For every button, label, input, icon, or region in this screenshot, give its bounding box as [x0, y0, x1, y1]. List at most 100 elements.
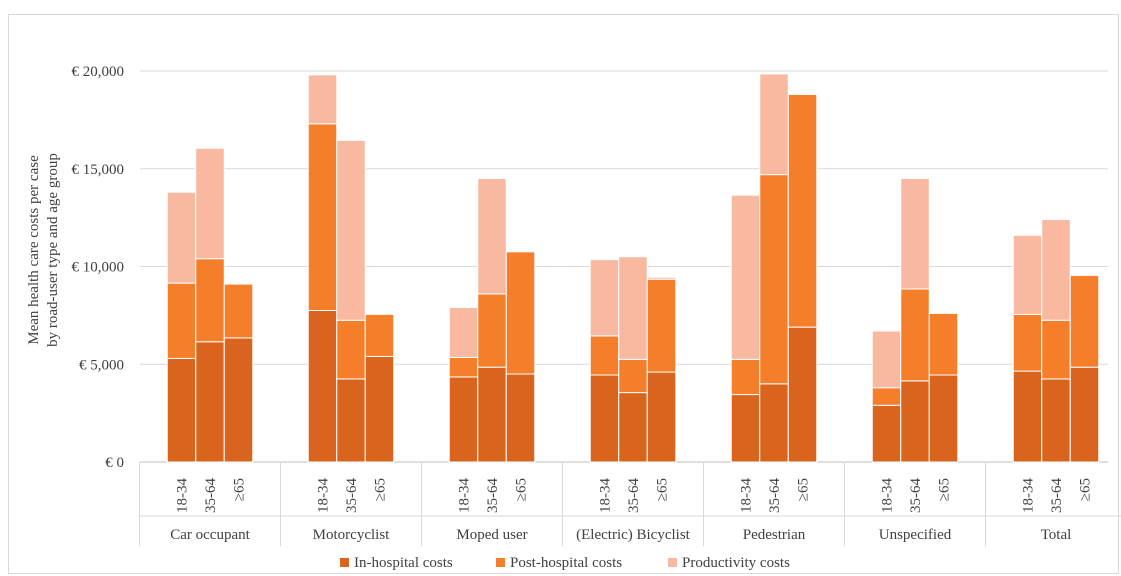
bar-segment-productivity-costs	[195, 147, 225, 260]
bar-segment-post-hospital-costs	[477, 293, 507, 368]
age-tick-label: 35-64	[767, 478, 783, 513]
group-label: Moped user	[456, 527, 527, 543]
age-tick-label: 35-64	[485, 478, 501, 513]
group-label: Total	[1041, 527, 1072, 543]
age-tick-label: ≥65	[514, 478, 530, 501]
y-tick-label: € 5,000	[79, 357, 124, 373]
bar-segment-in-hospital-costs	[364, 355, 395, 463]
legend-swatch	[496, 558, 505, 567]
bar-segment-in-hospital-costs	[195, 341, 225, 463]
age-tick-label: ≥65	[937, 478, 953, 501]
age-tick-label: 35-64	[1049, 478, 1065, 513]
bar-segment-productivity-costs	[448, 307, 479, 358]
bar-segment-post-hospital-costs	[166, 282, 197, 359]
bar-segment-in-hospital-costs	[477, 366, 507, 463]
bar-segment-in-hospital-costs	[871, 404, 902, 463]
bar-segment-post-hospital-costs	[589, 335, 620, 376]
bar-segment-in-hospital-costs	[336, 378, 366, 463]
age-tick-label: ≥65	[1078, 478, 1094, 501]
bar-segment-productivity-costs	[477, 178, 507, 295]
bar-segment-productivity-costs	[871, 330, 902, 389]
bar-segment-post-hospital-costs	[871, 387, 902, 406]
bar-segment-in-hospital-costs	[759, 383, 789, 463]
bar-segment-in-hospital-costs	[223, 337, 254, 463]
age-tick-label: 18-34	[598, 478, 614, 513]
group-label: Unspecified	[879, 527, 952, 543]
age-tick-label: 18-34	[316, 478, 332, 513]
age-tick-label: 35-64	[908, 478, 924, 513]
bar-segment-post-hospital-costs	[646, 278, 677, 373]
bar-segment-post-hospital-costs	[787, 93, 818, 328]
bar-segment-post-hospital-costs	[448, 356, 479, 378]
bar-segment-in-hospital-costs	[1041, 378, 1071, 463]
age-tick-label: 18-34	[175, 478, 191, 513]
y-axis-title: by road-user type and age group	[45, 153, 61, 347]
bar-segment-in-hospital-costs	[307, 309, 338, 463]
bar-segment-in-hospital-costs	[589, 374, 620, 463]
bar-segment-post-hospital-costs	[307, 123, 338, 311]
group-label: Pedestrian	[743, 527, 806, 543]
bar-segment-in-hospital-costs	[618, 392, 648, 463]
bar-segment-in-hospital-costs	[900, 380, 930, 463]
age-tick-label: 18-34	[739, 478, 755, 513]
bar-segment-productivity-costs	[336, 139, 366, 321]
age-tick-label: 35-64	[344, 478, 360, 513]
y-tick-label: € 20,000	[72, 64, 125, 80]
bar-segment-post-hospital-costs	[1012, 313, 1043, 372]
bar-segment-productivity-costs	[1041, 219, 1071, 321]
legend-label: Productivity costs	[682, 555, 790, 571]
bar-segment-post-hospital-costs	[730, 358, 761, 396]
y-tick-label: € 10,000	[72, 260, 125, 276]
legend-swatch	[668, 558, 677, 567]
group-label: Car occupant	[170, 527, 250, 543]
y-tick-label: € 15,000	[72, 162, 125, 178]
bar-segment-productivity-costs	[646, 276, 677, 280]
bar-segment-productivity-costs	[730, 194, 761, 360]
bar-segment-post-hospital-costs	[900, 288, 930, 382]
bar-segment-post-hospital-costs	[505, 251, 536, 375]
group-label: (Electric) Bicyclist	[576, 527, 691, 543]
bar-segment-post-hospital-costs	[364, 313, 395, 357]
y-tick-label: € 0	[105, 455, 124, 471]
bar-segment-in-hospital-costs	[730, 394, 761, 463]
bar-segment-in-hospital-costs	[1069, 366, 1100, 463]
y-axis-title: Mean health care costs per case	[26, 155, 42, 345]
bar-segment-productivity-costs	[618, 256, 648, 360]
bar-segment-post-hospital-costs	[223, 283, 254, 339]
bar-segment-post-hospital-costs	[336, 319, 366, 380]
bar-segment-post-hospital-costs	[1069, 274, 1100, 368]
bar-segment-in-hospital-costs	[448, 376, 479, 463]
age-tick-label: ≥65	[796, 478, 812, 501]
age-tick-label: ≥65	[232, 478, 248, 501]
legend-swatch	[340, 558, 349, 567]
age-tick-label: ≥65	[655, 478, 671, 501]
bar-segment-post-hospital-costs	[759, 174, 789, 385]
bar-segment-productivity-costs	[589, 259, 620, 337]
bar-segment-in-hospital-costs	[646, 371, 677, 463]
bar-segment-in-hospital-costs	[928, 374, 959, 463]
bar-segment-productivity-costs	[1012, 234, 1043, 315]
bar-segment-productivity-costs	[900, 178, 930, 290]
age-tick-label: 18-34	[457, 478, 473, 513]
bar-segment-post-hospital-costs	[618, 358, 648, 394]
group-label: Motorcyclist	[313, 527, 390, 543]
bar-segment-post-hospital-costs	[1041, 319, 1071, 380]
bar-segment-in-hospital-costs	[505, 373, 536, 463]
bar-segment-in-hospital-costs	[787, 326, 818, 463]
bar-segment-productivity-costs	[759, 73, 789, 176]
age-tick-label: 35-64	[626, 478, 642, 513]
bar-segment-productivity-costs	[307, 74, 338, 125]
bar-segment-productivity-costs	[166, 191, 197, 284]
age-tick-label: 35-64	[203, 478, 219, 513]
age-tick-label: 18-34	[1021, 478, 1037, 513]
legend-label: In-hospital costs	[354, 555, 453, 571]
age-tick-label: 18-34	[880, 478, 896, 513]
bar-segment-in-hospital-costs	[1012, 370, 1043, 463]
bar-segment-in-hospital-costs	[166, 357, 197, 463]
legend-label: Post-hospital costs	[510, 555, 622, 571]
bar-segment-post-hospital-costs	[195, 258, 225, 343]
age-tick-label: ≥65	[373, 478, 389, 501]
bar-segment-post-hospital-costs	[928, 312, 959, 376]
bar-segment-productivity-costs	[1069, 273, 1100, 276]
